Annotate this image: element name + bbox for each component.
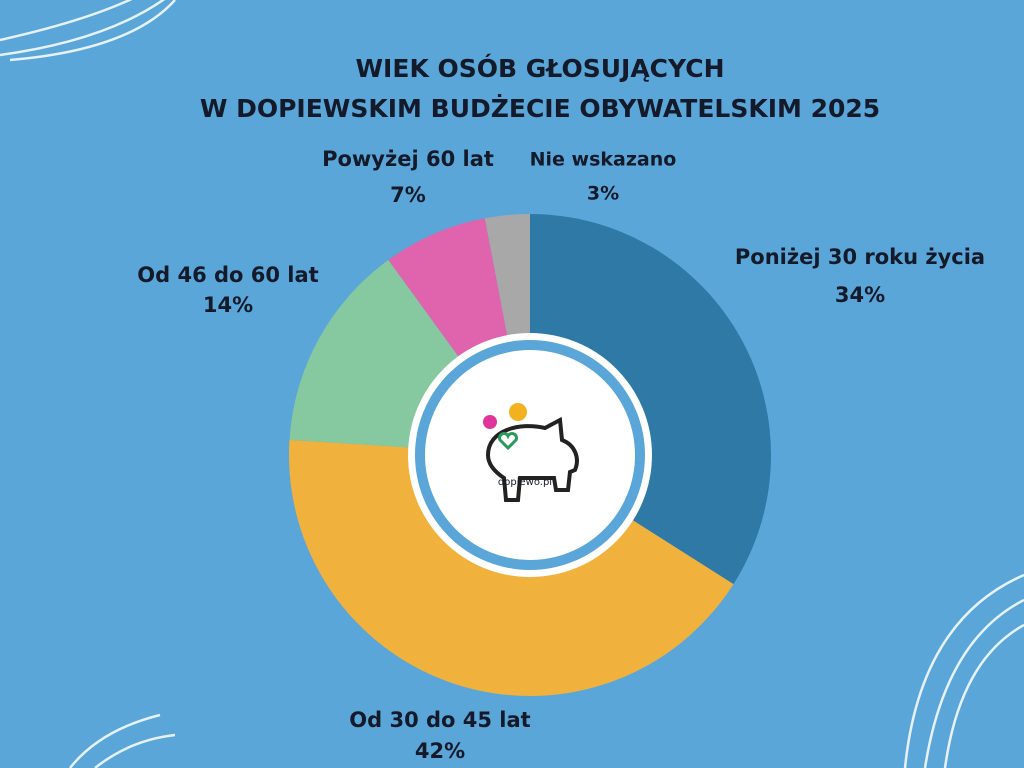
slice-label: Nie wskazano: [530, 149, 677, 171]
center-ring: [415, 340, 645, 570]
logo-disc: [438, 363, 622, 547]
chart-title: WIEK OSÓB GŁOSUJĄCYCH: [355, 53, 724, 83]
donut-slice: [289, 260, 460, 448]
value-label: 3%: [587, 183, 619, 205]
chart-title: W DOPIEWSKIM BUDŻECIE OBYWATELSKIM 2025: [200, 94, 880, 123]
donut-slice: [484, 214, 530, 338]
donut: [289, 214, 772, 697]
slice-label: Poniżej 30 roku życia: [735, 245, 985, 269]
donut-slice: [289, 439, 734, 697]
donut-slice: [530, 214, 772, 585]
logo: dopiewo.pl: [483, 403, 579, 502]
value-label: 42%: [415, 739, 465, 763]
value-label: 14%: [203, 293, 253, 317]
value-label: 34%: [835, 283, 885, 307]
slice-label: Powyżej 60 lat: [322, 147, 494, 171]
slice-label: Od 46 do 60 lat: [137, 263, 318, 287]
slice-label: Od 30 do 45 lat: [349, 708, 530, 732]
donut-slice: [388, 218, 508, 358]
value-label: 7%: [390, 183, 426, 207]
logo-text: dopiewo.pl: [498, 477, 552, 488]
